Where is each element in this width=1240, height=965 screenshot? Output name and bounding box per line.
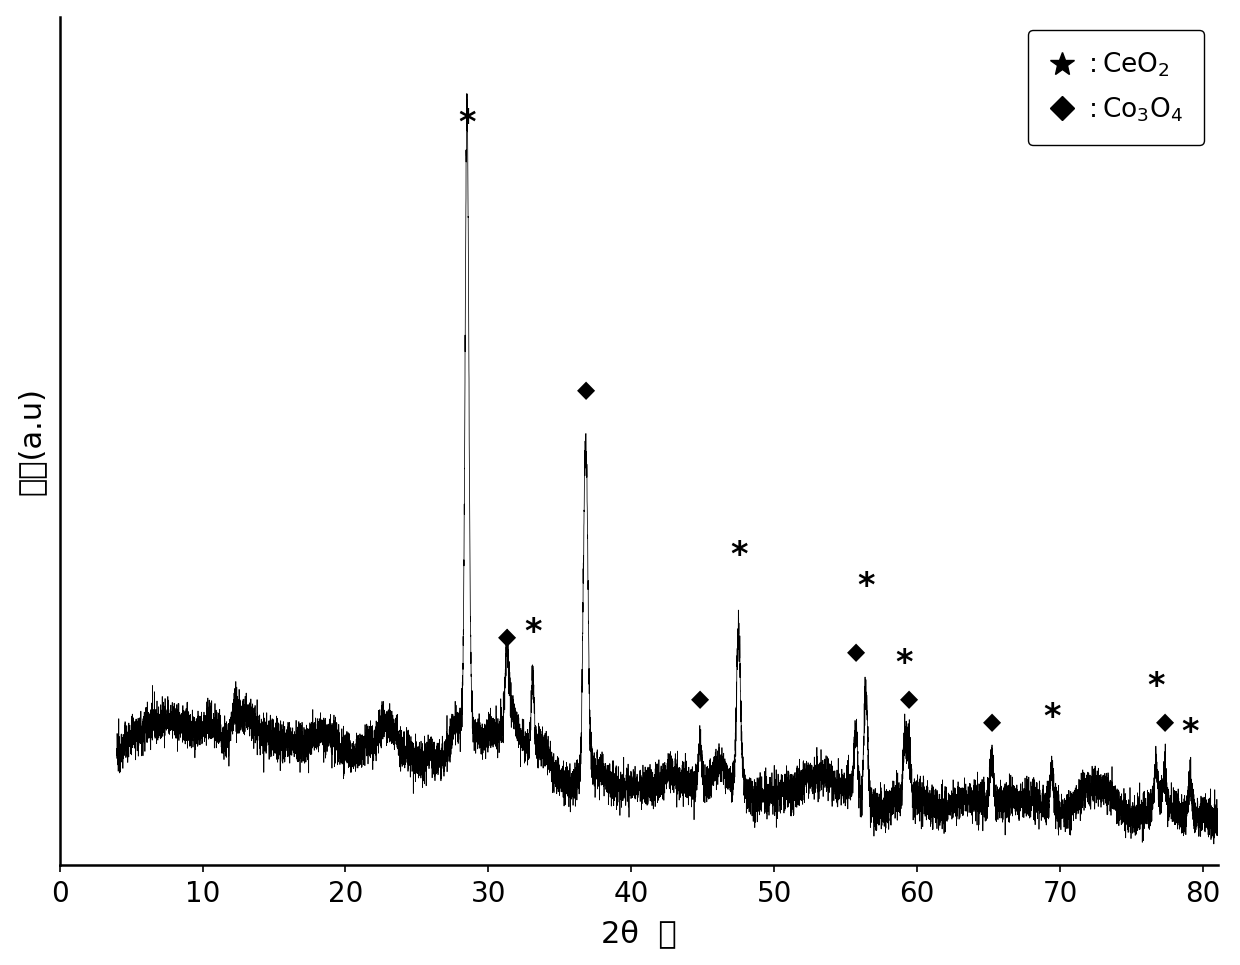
Text: *: * (857, 569, 874, 603)
X-axis label: 2θ  度: 2θ 度 (600, 920, 676, 949)
Text: ◆: ◆ (900, 687, 918, 710)
Text: ◆: ◆ (982, 710, 1001, 733)
Text: ◆: ◆ (498, 625, 516, 649)
Text: *: * (895, 647, 913, 680)
Y-axis label: 强度(a.u): 强度(a.u) (16, 387, 46, 495)
Text: ◆: ◆ (1156, 710, 1174, 733)
Text: *: * (1043, 701, 1060, 733)
Text: *: * (730, 538, 748, 572)
Text: ◆: ◆ (691, 687, 709, 710)
Text: *: * (1147, 670, 1164, 703)
Text: *: * (525, 616, 542, 649)
Text: *: * (1182, 716, 1199, 749)
Text: ◆: ◆ (847, 641, 864, 665)
Text: *: * (459, 107, 476, 140)
Legend: $\mathregular{:CeO_2}$, $\mathregular{:Co_3O_4}$: $\mathregular{:CeO_2}$, $\mathregular{:C… (1028, 30, 1204, 145)
Text: ◆: ◆ (577, 378, 595, 402)
